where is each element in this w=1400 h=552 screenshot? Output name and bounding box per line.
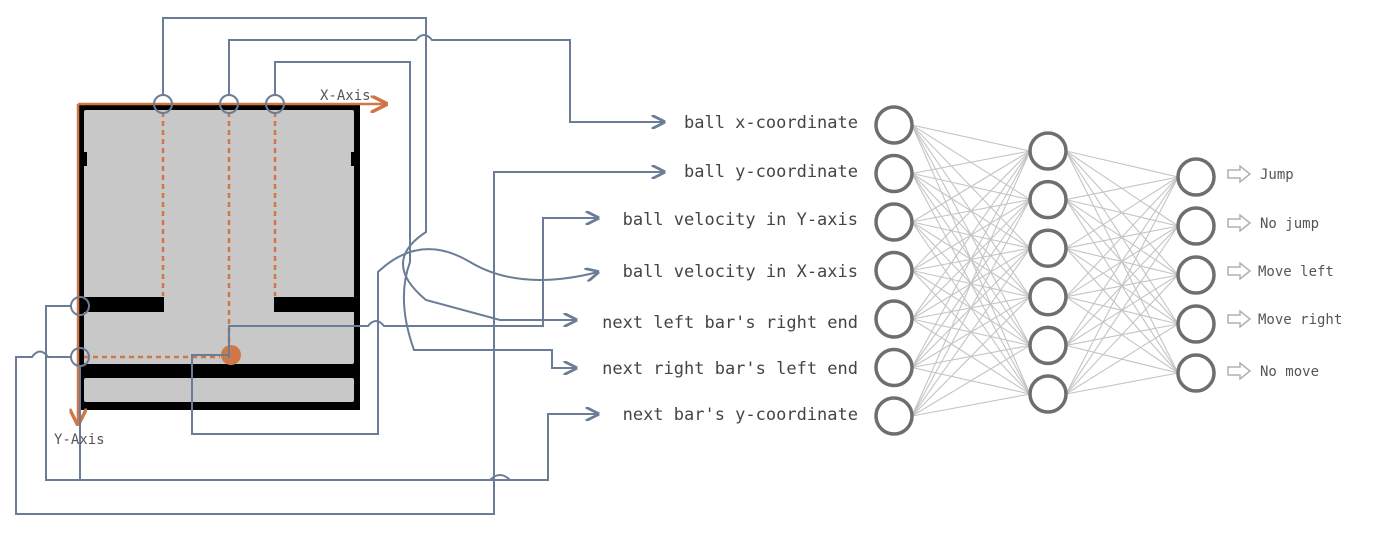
arrow-right-icon <box>1227 309 1252 329</box>
output-jump: Jump <box>1227 164 1294 184</box>
input-node <box>874 299 914 339</box>
output-node <box>1176 157 1216 197</box>
network-connection <box>911 344 1031 417</box>
output-label: Move right <box>1258 312 1342 328</box>
network-connection <box>911 150 1031 368</box>
ball <box>221 345 241 365</box>
input-label: ball velocity in Y-axis <box>623 210 858 230</box>
network-connection <box>911 150 1031 175</box>
output-labels: Jump No jump Move left Move right No mov… <box>1227 164 1342 381</box>
network-connection <box>911 296 1031 417</box>
network-connections <box>911 124 1179 417</box>
left-notch <box>84 152 87 166</box>
arrow-right-icon <box>1227 213 1252 233</box>
network-connection <box>911 150 1031 223</box>
network-connection <box>1065 372 1179 395</box>
input-label: ball velocity in X-axis <box>623 262 858 282</box>
input-wires <box>15 17 664 515</box>
output-node <box>1176 255 1216 295</box>
hidden-node <box>1028 228 1068 268</box>
output-no-jump: No jump <box>1227 213 1319 233</box>
wire-right-bar-end <box>274 61 576 368</box>
network-connection <box>1065 176 1179 346</box>
input-label: next left bar's right end <box>602 313 858 333</box>
network-connection <box>1065 274 1179 395</box>
input-node <box>874 105 914 145</box>
output-no-move: No move <box>1227 361 1319 381</box>
input-node <box>874 153 914 194</box>
coordinate-axes <box>78 104 386 424</box>
arrow-right-icon <box>1227 361 1252 381</box>
arrow-right-icon <box>1227 261 1252 281</box>
input-node <box>874 250 914 291</box>
wire-bar-y <box>45 305 598 481</box>
wire-velocity-x <box>191 248 598 435</box>
bottom-bar <box>84 364 354 378</box>
output-label: Jump <box>1260 167 1294 183</box>
output-node <box>1176 206 1216 246</box>
input-node <box>874 347 914 388</box>
network-connection <box>1065 150 1179 178</box>
hidden-node <box>1028 131 1068 171</box>
hidden-node <box>1028 325 1068 366</box>
input-node <box>874 202 914 242</box>
output-node <box>1176 353 1216 393</box>
input-label: ball x-coordinate <box>684 113 858 133</box>
network-connection <box>1065 323 1179 395</box>
network-connection <box>911 247 1031 417</box>
left-bar <box>84 297 164 312</box>
network-connection <box>911 150 1031 271</box>
network-connection <box>911 150 1031 417</box>
network-connection <box>911 150 1031 320</box>
network-connection <box>1065 176 1179 298</box>
right-notch <box>351 152 354 166</box>
input-label: ball y-coordinate <box>684 162 858 182</box>
input-labels: ball x-coordinate ball y-coordinate ball… <box>602 113 858 425</box>
network-nodes <box>874 105 1216 436</box>
input-label: next right bar's left end <box>602 359 858 379</box>
hidden-node <box>1028 374 1068 414</box>
arrow-right-icon <box>1227 164 1252 184</box>
input-node <box>874 396 914 436</box>
wire-bar-y-extra <box>15 350 495 515</box>
network-connection <box>1065 176 1179 249</box>
network-connection <box>1065 176 1179 201</box>
wire-left-bar-end <box>162 17 576 320</box>
x-axis-label: X-Axis <box>320 88 371 104</box>
hidden-node <box>1028 179 1068 220</box>
right-bar <box>274 297 354 312</box>
input-label: next bar's y-coordinate <box>623 405 858 425</box>
output-label: No move <box>1260 364 1319 380</box>
game-floor-strip <box>84 378 354 402</box>
game-screen <box>78 104 360 410</box>
output-label: Move left <box>1258 264 1334 280</box>
network-connection <box>911 393 1031 417</box>
output-move-left: Move left <box>1227 261 1334 281</box>
network-connection <box>1065 225 1179 395</box>
y-axis-label: Y-Axis <box>54 432 105 448</box>
network-connection <box>1065 176 1179 395</box>
output-label: No jump <box>1260 216 1319 232</box>
hidden-node <box>1028 277 1068 317</box>
network-connection <box>911 124 1031 152</box>
network-connection <box>911 199 1031 417</box>
output-move-right: Move right <box>1227 309 1342 329</box>
output-node <box>1176 304 1216 344</box>
